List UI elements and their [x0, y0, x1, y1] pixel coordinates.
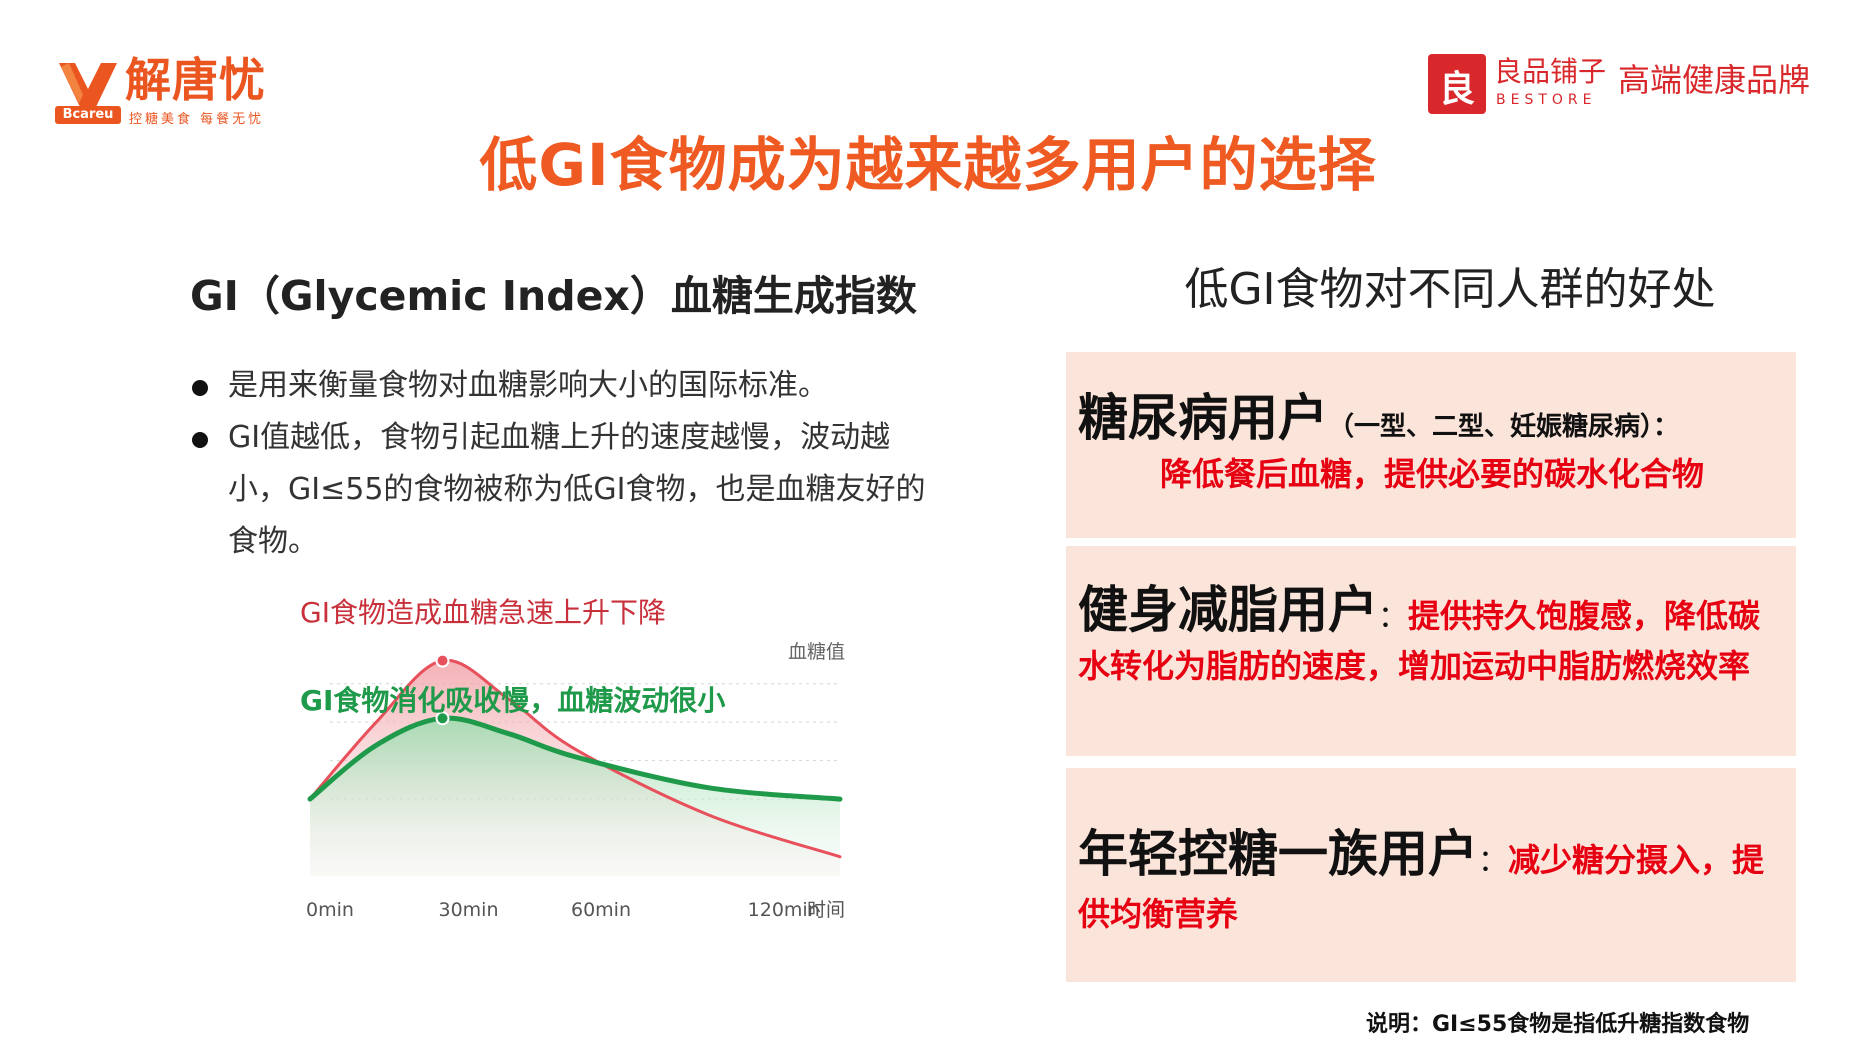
card-diabetes: 糖尿病用户（一型、二型、妊娠糖尿病）： 降低餐后血糖，提供必要的碳水化合物: [1066, 352, 1796, 538]
card-paren: （一型、二型、妊娠糖尿病）：: [1328, 412, 1680, 442]
high-gi-curve: [308, 658, 842, 859]
card-title: 年轻控糖一族用户: [1078, 825, 1478, 883]
gi-bullet-list: 是用来衡量食物对血糖影响大小的国际标准。 GI值越低，食物引起血糖上升的速度越慢…: [188, 360, 948, 568]
annotation-low-gi: 低GI食物消化吸收慢，血糖波动很小: [300, 684, 725, 717]
y-axis-label: 血糖值: [788, 641, 845, 663]
x-tick-label: 120min: [748, 899, 820, 921]
bcareu-logo: Bcareu 解唐忧 控糖美食 每餐无忧: [55, 52, 295, 127]
card-diabetes-line2: 降低餐后血糖，提供必要的碳水化合物: [1078, 452, 1786, 502]
x-tick-label: 30min: [439, 899, 499, 921]
x-tick-label: 0min: [306, 899, 354, 921]
low-gi-curve: [307, 715, 843, 802]
page-title: 低GI食物成为越来越多用户的选择: [479, 131, 1377, 199]
card-fitness-text: 健身减脂用户：提供持久饱腹感，降低碳水转化为脂肪的速度，增加运动中脂肪燃烧效率: [1078, 580, 1786, 694]
x-tick-label: 60min: [571, 899, 631, 921]
chart-lines: [307, 658, 843, 859]
high-gi-peak-point: [435, 653, 450, 668]
bullet-item: 是用来衡量食物对血糖影响大小的国际标准。: [188, 360, 948, 412]
low-gi-peak-point: [435, 711, 450, 726]
bestore-logo-icon: 良: [1428, 54, 1486, 114]
footnote: 说明：GI≤55食物是指低升糖指数食物: [1366, 1012, 1750, 1037]
bcareu-logo-icon: [59, 63, 117, 109]
card-colon: ：: [1478, 844, 1508, 879]
blood-glucose-chart: 高GI食物造成血糖急速上升下降 低GI食物消化吸收慢，血糖波动很小 血糖值 0m…: [300, 596, 845, 921]
bestore-tagline: 高端健康品牌: [1618, 61, 1811, 99]
logo-badge: Bcareu: [55, 106, 121, 124]
card-fitness: 健身减脂用户：提供持久饱腹感，降低碳水转化为脂肪的速度，增加运动中脂肪燃烧效率: [1066, 546, 1796, 756]
low-gi-area: [310, 718, 840, 876]
logo-name: 解唐忧: [125, 53, 266, 107]
card-young-text: 年轻控糖一族用户：减少糖分摄入，提供均衡营养: [1078, 824, 1786, 944]
card-title: 健身减脂用户: [1078, 581, 1378, 639]
card-colon: ：: [1378, 600, 1408, 635]
bestore-name-en: BESTORE: [1496, 92, 1597, 108]
bestore-icon-glyph: 良: [1438, 69, 1475, 110]
benefits-heading: 低GI食物对不同人群的好处: [1184, 264, 1716, 315]
card-benefit: 减少糖分摄入，提供均衡营养: [1078, 841, 1765, 933]
annotation-high-gi: 高GI食物造成血糖急速上升下降: [300, 596, 666, 629]
logo-slogan: 控糖美食 每餐无忧: [129, 112, 265, 127]
x-axis-label: 时间: [807, 899, 845, 921]
x-axis-ticks: 0min 30min 60min 120min: [306, 899, 820, 921]
card-benefit: 降低餐后血糖，提供必要的碳水化合物: [1159, 455, 1704, 493]
bestore-logo: 良 良品铺子 BESTORE 高端健康品牌: [1428, 54, 1828, 118]
card-diabetes-line1: 糖尿病用户（一型、二型、妊娠糖尿病）：: [1078, 388, 1786, 460]
bestore-name-cn: 良品铺子: [1494, 55, 1607, 88]
card-title: 糖尿病用户: [1078, 389, 1328, 447]
bullet-item: GI值越低，食物引起血糖上升的速度越慢，波动越小，GI≤55的食物被称为低GI食…: [188, 412, 948, 568]
gi-heading: GI（Glycemic Index）血糖生成指数: [190, 272, 917, 320]
chart-peaks: [435, 653, 450, 726]
card-benefit: 提供持久饱腹感，降低碳水转化为脂肪的速度，增加运动中脂肪燃烧效率: [1078, 597, 1761, 685]
card-young: 年轻控糖一族用户：减少糖分摄入，提供均衡营养: [1066, 768, 1796, 982]
